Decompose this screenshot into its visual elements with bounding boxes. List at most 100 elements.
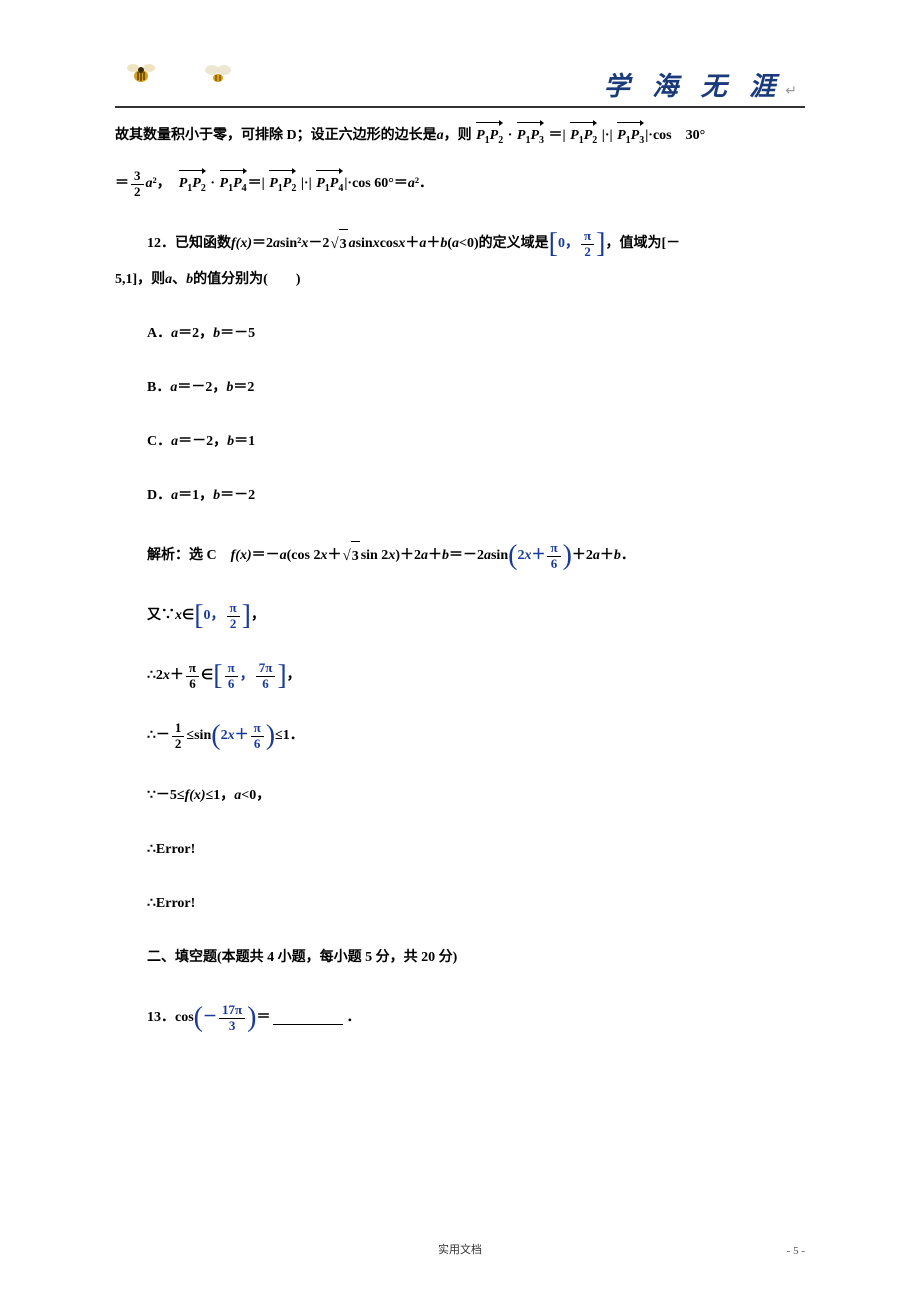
vec-p1p2-b: P1P2 xyxy=(265,169,298,200)
q13-stem: 13． cos ( － 17π 3 ) ＝ ． xyxy=(115,1000,805,1036)
solution-line: 解析：选 C f(x) ＝－ a (cos 2 x ＋ 3 sin 2 x )＋… xyxy=(115,538,805,574)
text: ＝－2 xyxy=(449,541,484,572)
var-x: x xyxy=(163,661,170,692)
text: ²． xyxy=(415,169,433,200)
var-b: b xyxy=(614,541,621,572)
bracket-r: ] xyxy=(277,665,286,687)
text: |·| xyxy=(297,169,315,200)
option-a: A． a ＝2， b ＝－5 xyxy=(115,316,805,352)
text: ＝2， xyxy=(178,319,213,350)
step-5: ∴Error! xyxy=(115,832,805,868)
vec-p1p2: P1P2 xyxy=(178,169,207,200)
step-4: ∵－5≤ f(x) ≤1， a <0， xyxy=(115,778,805,814)
frac-pi-6: π 6 xyxy=(186,661,199,691)
frac-pi-6: π 6 xyxy=(547,541,560,571)
step-6: ∴Error! xyxy=(115,886,805,922)
var-a: a xyxy=(171,427,178,458)
bracket-r: ] xyxy=(596,233,605,255)
text: sin xyxy=(491,541,508,572)
text: ＝－ xyxy=(252,541,280,572)
var-a: a xyxy=(421,541,428,572)
text: ＝－5 xyxy=(220,319,255,350)
step-1: 又∵ x ∈ [ 0 ， π 2 ] ， xyxy=(115,598,805,634)
text: sin² xyxy=(280,229,301,260)
text: ＝－2， xyxy=(178,427,227,458)
bracket-l: [ xyxy=(194,605,203,627)
sqrt-3: 3 xyxy=(330,228,347,261)
text: ＋ xyxy=(170,661,184,692)
var-a: a xyxy=(484,541,491,572)
var-a: a xyxy=(146,169,153,200)
var-a: a xyxy=(419,229,426,260)
text: ＋ xyxy=(426,229,440,260)
text: ＋ xyxy=(405,229,419,260)
option-b: B． a ＝－2， b ＝2 xyxy=(115,370,805,406)
intro-line-2: ＝ 3 2 a ²， P1P2 · P1P4 ＝| P1P2 |·| P1P4 … xyxy=(115,166,805,202)
step-2: ∴2 x ＋ π 6 ∈ [ π 6 ， 7π 6 ] ， xyxy=(115,658,805,694)
bee-icon-right xyxy=(202,60,234,88)
header-icons xyxy=(125,60,234,88)
label: A． xyxy=(147,319,171,350)
text: ＝1 xyxy=(234,427,255,458)
eq: ＝| xyxy=(248,169,265,200)
var-x: x xyxy=(524,541,531,572)
dot: · xyxy=(207,169,219,200)
var-a: a xyxy=(593,541,600,572)
section-2-title: 二、填空题(本题共 4 小题，每小题 5 分，共 20 分) xyxy=(115,940,805,976)
paren-r: ) xyxy=(563,545,572,567)
text: 二、填空题(本题共 4 小题，每小题 5 分，共 20 分) xyxy=(147,943,457,974)
var-a: a xyxy=(170,373,177,404)
text: 的值分别为( ) xyxy=(193,265,300,296)
option-c: C． a ＝－2， b ＝1 xyxy=(115,424,805,460)
var-b: b xyxy=(442,541,449,572)
q12-stem: 12． 已知函数 f(x) ＝2 a sin² x －2 3 a sin x c… xyxy=(115,226,805,262)
paren-l: ( xyxy=(211,725,220,747)
text: 已知函数 xyxy=(175,229,231,260)
var-a: a xyxy=(273,229,280,260)
document-page: 学 海 无 涯↵ 故其数量积小于零，可排除 D；设正六边形的边长是 a ，则 P… xyxy=(0,0,920,1302)
sep: ， xyxy=(240,661,254,692)
var-b: b xyxy=(213,481,220,512)
frac-pi-2: π 2 xyxy=(227,601,240,631)
var-a: a xyxy=(280,541,287,572)
var-a: a xyxy=(437,121,444,152)
bracket-l: [ xyxy=(549,233,558,255)
q12-num: 12． xyxy=(147,229,175,260)
text: <0)的定义域是 xyxy=(459,229,549,260)
text: 2 xyxy=(221,721,228,752)
var-b: b xyxy=(227,427,234,458)
var-a: a xyxy=(234,781,241,812)
var-a: a xyxy=(171,481,178,512)
text: － xyxy=(203,1003,217,1034)
sol-label: 解析：选 C xyxy=(147,541,231,572)
frac-7pi-6: 7π 6 xyxy=(256,661,276,691)
text: ≤sin xyxy=(186,721,211,752)
eq: ＝ xyxy=(115,169,129,200)
bracket-l: [ xyxy=(213,665,222,687)
var-a: a xyxy=(452,229,459,260)
dot: · xyxy=(504,121,516,152)
option-d: D． a ＝1， b ＝－2 xyxy=(115,478,805,514)
text: 又∵ xyxy=(147,601,175,632)
text: ²， xyxy=(153,169,178,200)
vec-p1p3: P1P3 xyxy=(516,121,545,152)
header-title: 学 海 无 涯↵ xyxy=(604,66,805,103)
text: |·cos 60°＝ xyxy=(344,169,408,200)
paren-r: ) xyxy=(266,725,275,747)
text: ∵－5≤ xyxy=(147,781,185,812)
fx: f(x) xyxy=(231,541,252,572)
text: ≤1． xyxy=(275,721,304,752)
var-b: b xyxy=(213,319,220,350)
text: ∴Error! xyxy=(147,889,195,920)
var-a: a xyxy=(408,169,415,200)
var-b: b xyxy=(440,229,447,260)
page-header: 学 海 无 涯↵ xyxy=(115,60,805,108)
text: ． xyxy=(621,541,635,572)
domain-low: 0 xyxy=(558,229,565,260)
header-arrow: ↵ xyxy=(785,84,805,99)
text: cos xyxy=(380,229,399,260)
text: |·cos 30° xyxy=(645,121,705,152)
page-footer: 实用文档 xyxy=(0,1241,920,1257)
text: <0， xyxy=(241,781,270,812)
paren-r: ) xyxy=(247,1007,256,1029)
